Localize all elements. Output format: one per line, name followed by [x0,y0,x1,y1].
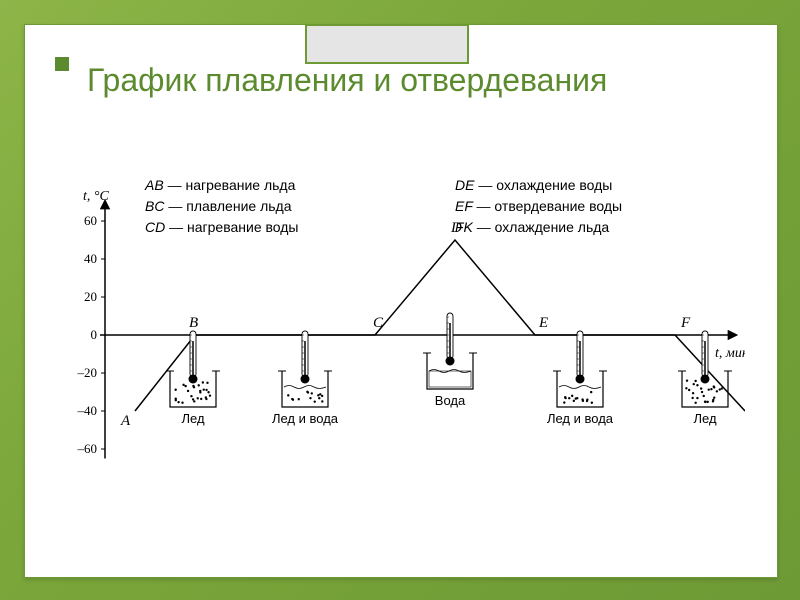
svg-text:0: 0 [91,327,98,342]
svg-text:E: E [538,315,548,331]
svg-text:40: 40 [84,251,97,266]
svg-text:F: F [680,315,691,331]
svg-text:t, °C: t, °C [83,189,109,204]
svg-text:20: 20 [84,289,97,304]
slide-background: График плавления и отвердевания AB — наг… [0,0,800,600]
svg-text:t, мин: t, мин [715,346,745,361]
svg-text:–40: –40 [77,403,98,418]
svg-text:Лед и вода: Лед и вода [547,411,614,426]
chart: 6040200–20–40–60t, °Ct, минABCDEFKЛедЛед… [55,165,745,545]
svg-text:Лед: Лед [693,411,716,426]
svg-text:A: A [120,413,131,429]
svg-text:Лед и вода: Лед и вода [272,411,339,426]
svg-text:C: C [373,315,384,331]
title-accent-square [55,57,69,71]
chart-svg: 6040200–20–40–60t, °Ct, минABCDEFKЛедЛед… [55,165,745,545]
svg-text:Вода: Вода [435,393,466,408]
svg-text:B: B [189,315,198,331]
svg-text:–20: –20 [77,365,98,380]
svg-text:Лед: Лед [181,411,204,426]
slide-title: График плавления и отвердевания [87,61,607,99]
svg-text:60: 60 [84,213,97,228]
svg-text:D: D [450,220,462,236]
top-tab-decoration [305,24,469,64]
svg-text:–60: –60 [77,441,98,456]
slide-frame: График плавления и отвердевания AB — наг… [24,24,778,578]
